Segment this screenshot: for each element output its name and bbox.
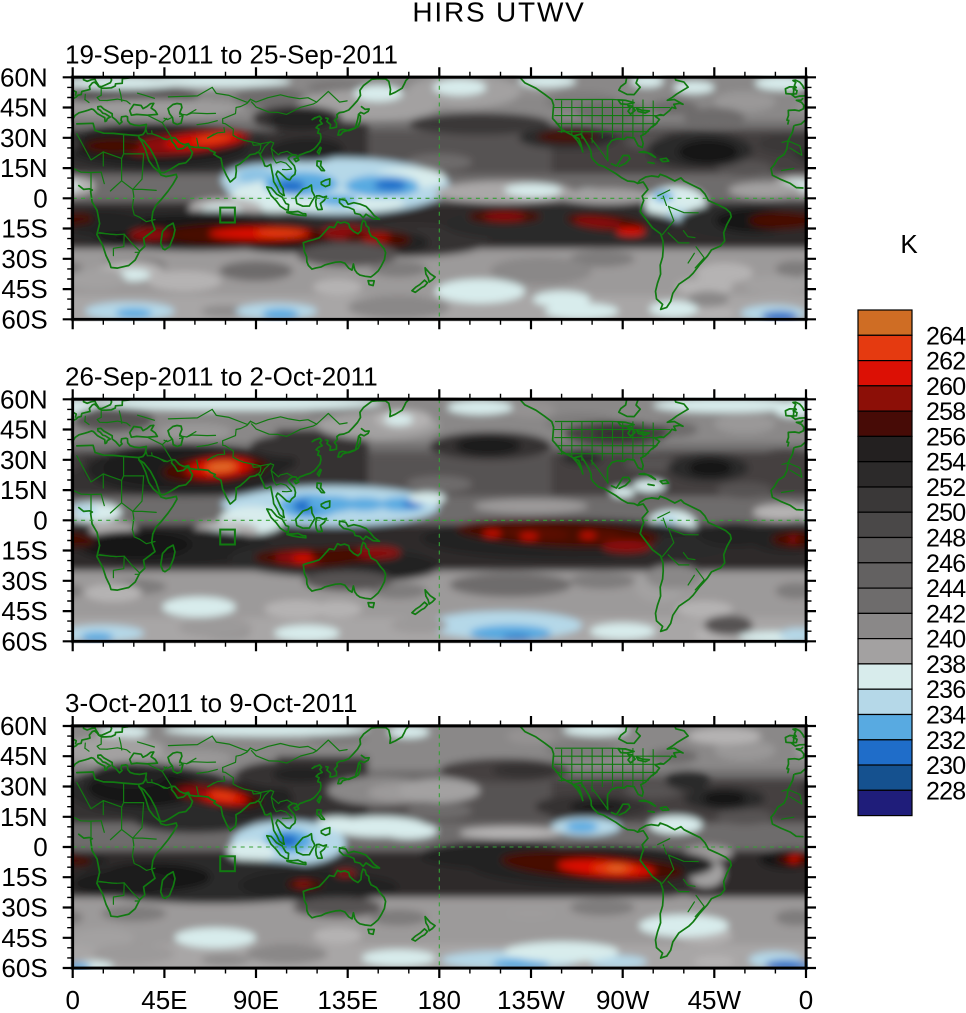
svg-text:15N: 15N — [0, 475, 48, 505]
svg-text:252: 252 — [926, 474, 965, 502]
svg-text:260: 260 — [926, 373, 965, 401]
svg-text:256: 256 — [926, 423, 965, 451]
svg-text:0: 0 — [33, 505, 47, 535]
svg-text:3-Oct-2011 to 9-Oct-2011: 3-Oct-2011 to 9-Oct-2011 — [65, 688, 357, 718]
svg-text:45N: 45N — [0, 93, 48, 123]
svg-text:15S: 15S — [1, 536, 47, 566]
svg-text:90E: 90E — [233, 985, 279, 1013]
svg-text:45E: 45E — [141, 985, 187, 1013]
svg-text:30N: 30N — [0, 772, 48, 802]
svg-text:230: 230 — [926, 752, 965, 780]
svg-text:0: 0 — [799, 985, 813, 1013]
svg-text:228: 228 — [926, 777, 965, 805]
svg-text:0: 0 — [33, 832, 47, 862]
svg-text:45S: 45S — [1, 596, 47, 626]
svg-text:0: 0 — [33, 183, 47, 213]
svg-text:60N: 60N — [0, 62, 48, 92]
svg-text:234: 234 — [926, 702, 966, 730]
svg-text:HIRS UTWV: HIRS UTWV — [412, 0, 585, 28]
svg-text:30S: 30S — [1, 893, 47, 923]
svg-text:30S: 30S — [1, 566, 47, 596]
svg-text:264: 264 — [926, 322, 966, 350]
svg-text:60S: 60S — [1, 626, 47, 656]
svg-text:135W: 135W — [497, 985, 565, 1013]
svg-text:240: 240 — [926, 626, 965, 654]
svg-text:244: 244 — [926, 575, 966, 603]
svg-text:238: 238 — [926, 651, 965, 679]
svg-text:30S: 30S — [1, 244, 47, 274]
svg-text:19-Sep-2011 to 25-Sep-2011: 19-Sep-2011 to 25-Sep-2011 — [65, 40, 398, 70]
svg-text:15N: 15N — [0, 802, 48, 832]
svg-text:236: 236 — [926, 676, 965, 704]
svg-text:258: 258 — [926, 398, 965, 426]
svg-text:250: 250 — [926, 499, 965, 527]
svg-text:60N: 60N — [0, 711, 48, 741]
svg-text:K: K — [900, 229, 918, 259]
svg-text:60N: 60N — [0, 384, 48, 414]
svg-text:45S: 45S — [1, 923, 47, 953]
svg-text:15S: 15S — [1, 214, 47, 244]
svg-text:262: 262 — [926, 348, 965, 376]
svg-text:180: 180 — [418, 985, 461, 1013]
svg-text:15N: 15N — [0, 153, 48, 183]
svg-text:232: 232 — [926, 727, 965, 755]
svg-text:248: 248 — [926, 525, 965, 553]
svg-text:45N: 45N — [0, 415, 48, 445]
svg-text:135E: 135E — [317, 985, 378, 1013]
svg-text:45S: 45S — [1, 274, 47, 304]
svg-text:90W: 90W — [596, 985, 650, 1013]
svg-text:15S: 15S — [1, 862, 47, 892]
svg-text:246: 246 — [926, 550, 965, 578]
svg-text:60S: 60S — [1, 953, 47, 983]
svg-text:45N: 45N — [0, 741, 48, 771]
svg-text:254: 254 — [926, 449, 966, 477]
svg-text:26-Sep-2011 to 2-Oct-2011: 26-Sep-2011 to 2-Oct-2011 — [65, 362, 378, 392]
svg-text:242: 242 — [926, 600, 965, 628]
svg-text:30N: 30N — [0, 123, 48, 153]
svg-text:45W: 45W — [688, 985, 742, 1013]
svg-text:0: 0 — [65, 985, 79, 1013]
svg-text:30N: 30N — [0, 445, 48, 475]
svg-text:60S: 60S — [1, 304, 47, 334]
